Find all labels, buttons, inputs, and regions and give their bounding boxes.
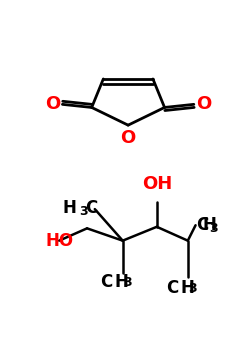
Text: 3: 3 bbox=[79, 205, 88, 218]
Text: H: H bbox=[202, 216, 216, 234]
Text: 3: 3 bbox=[123, 276, 131, 289]
Text: H: H bbox=[62, 199, 76, 217]
Text: H: H bbox=[115, 273, 129, 291]
Text: O: O bbox=[45, 95, 60, 113]
Text: C: C bbox=[100, 273, 112, 291]
Text: HO: HO bbox=[45, 232, 73, 250]
Text: 3: 3 bbox=[210, 222, 218, 235]
Text: OH: OH bbox=[142, 175, 172, 193]
Text: 3: 3 bbox=[188, 282, 197, 295]
Text: C: C bbox=[166, 279, 178, 297]
Text: C: C bbox=[86, 199, 98, 217]
Text: O: O bbox=[120, 129, 136, 147]
Text: H: H bbox=[181, 279, 195, 297]
Text: O: O bbox=[196, 95, 212, 113]
Text: C: C bbox=[196, 216, 208, 234]
